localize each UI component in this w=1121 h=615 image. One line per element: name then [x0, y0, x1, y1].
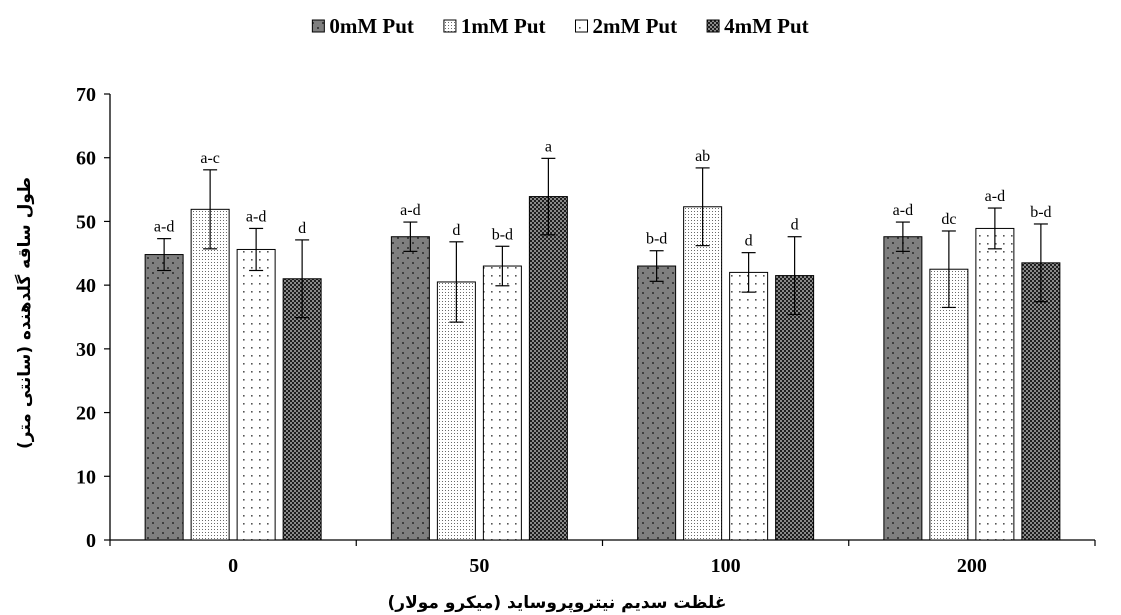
y-tick-label: 20: [76, 403, 96, 425]
significance-letter: b-d: [492, 226, 513, 243]
bar-4mm-put-100: [775, 275, 815, 541]
significance-letter: ab: [695, 148, 710, 165]
legend-swatch-4mm-put: [706, 19, 720, 33]
y-axis-title: طول ساقه گلدهنده (سانتی متر): [14, 177, 35, 449]
significance-letter: b-d: [1030, 204, 1051, 221]
bar-0mm-put-50: [390, 236, 430, 541]
y-tick-label: 50: [76, 211, 96, 233]
legend: 0mM Put 1mM Put 2mM Put 4mM Put: [311, 14, 809, 38]
bar-1mm-put-0: [190, 208, 230, 541]
significance-letter: a-c: [200, 150, 220, 167]
legend-label: 1mM Put: [461, 14, 546, 38]
bar-1mm-put-200: [929, 268, 969, 541]
bar-0mm-put-0: [144, 254, 184, 541]
significance-letter: a-d: [985, 188, 1005, 205]
y-tick-label: 60: [76, 148, 96, 170]
significance-letter: a-d: [246, 208, 266, 225]
bars: [144, 157, 1061, 541]
significance-labels: a-d a-c a-d d a-d d b-d a b-d ab d d a-d dc a-d b-d: [154, 138, 1052, 249]
bar-0mm-put-200: [883, 236, 923, 541]
significance-letter: dc: [941, 211, 956, 228]
bar-4mm-put-200: [1021, 262, 1061, 541]
y-tick-label: 70: [76, 84, 96, 106]
legend-swatch-0mm-put: [311, 19, 325, 33]
y-tick-label: 40: [76, 275, 96, 297]
axes: 0 10 20 30 40 50 60 70 0 50 100 200: [76, 84, 1096, 577]
y-tick-label: 30: [76, 339, 96, 361]
bar-4mm-put-0: [282, 278, 322, 541]
significance-letter: d: [745, 233, 753, 250]
significance-letter: d: [791, 217, 799, 234]
bar-1mm-put-100: [683, 206, 723, 541]
significance-letter: b-d: [646, 231, 667, 248]
bar-4mm-put-50: [528, 196, 568, 541]
significance-letter: a-d: [893, 202, 913, 219]
significance-letter: d: [298, 220, 306, 237]
significance-letter: d: [452, 222, 460, 239]
x-category-label: 200: [957, 555, 987, 577]
bar-2mm-put-200: [975, 227, 1015, 541]
significance-letter: a: [545, 138, 552, 155]
y-tick-label: 10: [76, 466, 96, 488]
significance-letter: a-d: [154, 219, 174, 236]
x-category-label: 0: [228, 555, 238, 577]
legend-swatch-2mm-put: [575, 19, 588, 33]
x-category-label: 100: [711, 555, 741, 577]
x-category-label: 50: [469, 555, 489, 577]
bar-0mm-put-100: [637, 265, 677, 541]
bar-1mm-put-50: [436, 281, 476, 541]
legend-label: 2mM Put: [593, 14, 678, 38]
x-axis-title: غلظت سدیم نیتروپروساید (میکرو مولار): [388, 593, 727, 613]
legend-label: 4mM Put: [724, 14, 809, 38]
bar-2mm-put-100: [729, 271, 769, 541]
bar-2mm-put-50: [482, 265, 522, 541]
y-tick-label: 0: [86, 530, 96, 552]
significance-letter: a-d: [400, 202, 420, 219]
bar-2mm-put-0: [236, 248, 276, 541]
legend-label: 0mM Put: [329, 14, 414, 38]
legend-swatch-1mm-put: [443, 19, 457, 33]
